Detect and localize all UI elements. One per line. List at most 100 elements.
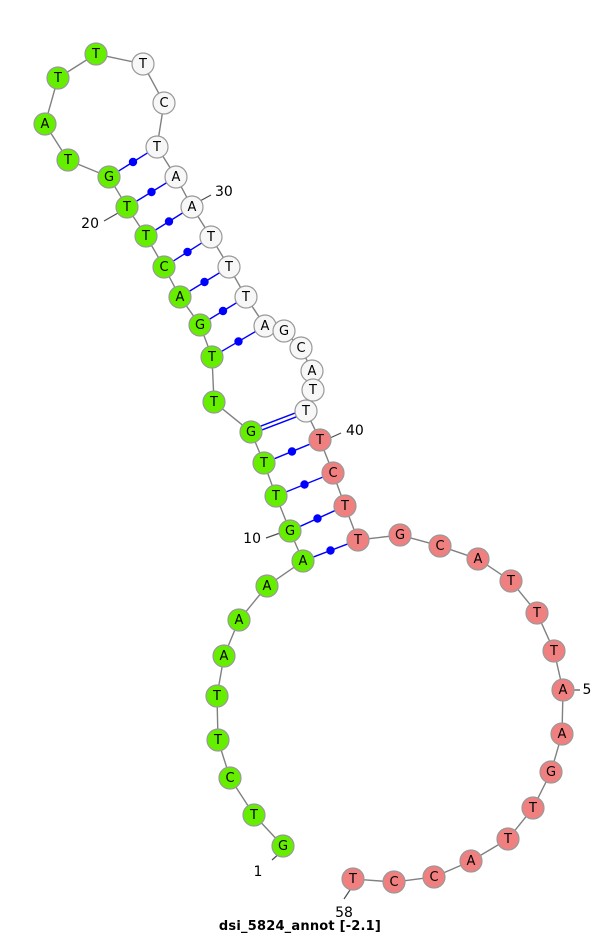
backbone-link — [517, 589, 531, 605]
position-label-58: 58 — [335, 905, 353, 921]
nucleotide-letter: C — [389, 875, 398, 890]
nucleotide-letter: T — [91, 47, 100, 62]
backbone-link — [220, 750, 228, 768]
nucleotide-55-A[interactable] — [459, 849, 483, 873]
backbone-link — [275, 566, 295, 581]
nucleotide-20-T[interactable] — [115, 195, 139, 219]
backbone-link — [185, 305, 195, 317]
base-pair-dot — [326, 546, 335, 555]
nucleotide-47-T[interactable] — [499, 569, 523, 593]
nucleotide-24-T[interactable] — [46, 66, 70, 90]
base-pair-double-line — [260, 412, 296, 427]
nucleotide-letter: T — [213, 733, 222, 748]
backbone-link — [180, 186, 188, 198]
nucleotide-1-G[interactable] — [271, 834, 295, 858]
nucleotide-58-T[interactable] — [341, 867, 365, 891]
position-tick-30 — [199, 194, 212, 202]
nucleotide-31-T[interactable] — [199, 225, 223, 249]
base-pair-dot — [128, 157, 138, 167]
nucleotide-letter: T — [206, 230, 215, 245]
nucleotide-letter: A — [176, 290, 185, 305]
nucleotide-6-A[interactable] — [212, 644, 236, 668]
nucleotide-33-T[interactable] — [234, 285, 258, 309]
nucleotide-10-G[interactable] — [278, 519, 302, 543]
backbone-link — [233, 276, 242, 288]
backbone-link — [310, 420, 316, 431]
nucleotide-8-A[interactable] — [255, 574, 279, 598]
nucleotide-letter: T — [301, 404, 310, 419]
nucleotide-44-G[interactable] — [388, 523, 412, 547]
nucleotide-23-A[interactable] — [33, 112, 57, 136]
nucleotide-48-T[interactable] — [525, 601, 549, 625]
backbone-link — [555, 661, 562, 680]
nucleotide-49-T[interactable] — [542, 639, 566, 663]
nucleotide-26-T[interactable] — [131, 52, 155, 76]
nucleotide-53-T[interactable] — [521, 796, 545, 820]
nucleotide-25-T[interactable] — [84, 42, 108, 66]
backbone-link — [50, 132, 63, 152]
nucleotide-39-T[interactable] — [294, 399, 318, 423]
nucleotide-letter: T — [271, 489, 280, 504]
nucleotide-27-C[interactable] — [152, 91, 176, 115]
nucleotide-50-A[interactable] — [551, 678, 575, 702]
nucleotide-18-C[interactable] — [152, 255, 176, 279]
backbone-link — [486, 564, 503, 576]
backbone-link — [162, 155, 171, 169]
nucleotide-letter: T — [63, 153, 72, 168]
nucleotide-32-T[interactable] — [217, 255, 241, 279]
nucleotide-35-G[interactable] — [272, 319, 296, 343]
nucleotide-13-G[interactable] — [239, 420, 263, 444]
nucleotide-41-C[interactable] — [321, 461, 345, 485]
nucleotide-56-C[interactable] — [422, 865, 446, 889]
backbone-link — [348, 516, 355, 530]
nucleotide-letter: A — [558, 727, 567, 742]
nucleotide-4-T[interactable] — [206, 728, 230, 752]
base-pair-dot — [200, 277, 209, 287]
nucleotide-21-G[interactable] — [97, 165, 121, 189]
position-tick-20 — [103, 212, 119, 222]
nucleotide-52-G[interactable] — [539, 760, 563, 784]
nucleotide-30-A[interactable] — [180, 195, 204, 219]
nucleotide-54-T[interactable] — [496, 827, 520, 851]
nucleotide-16-G[interactable] — [188, 313, 212, 337]
nucleotide-letter: T — [308, 383, 317, 398]
nucleotide-29-A[interactable] — [164, 165, 188, 189]
nucleotide-3-C[interactable] — [218, 766, 242, 790]
backbone-link — [561, 700, 564, 724]
nucleotide-letter: T — [241, 290, 250, 305]
backbone-link — [158, 113, 163, 137]
nucleotide-9-A[interactable] — [291, 549, 315, 573]
position-tick-layer — [103, 194, 580, 900]
nucleotide-43-T[interactable] — [346, 528, 370, 552]
nucleotide-letter: G — [395, 528, 405, 543]
nucleotide-letter: T — [503, 832, 512, 847]
backbone-layer — [47, 55, 564, 882]
nucleotide-42-T[interactable] — [333, 494, 357, 518]
caption-name: dsi_5824_annot — [218, 919, 335, 934]
nucleotide-14-T[interactable] — [202, 390, 226, 414]
nucleotide-45-C[interactable] — [428, 534, 452, 558]
base-pair-dot — [234, 337, 243, 346]
nucleotide-38-T[interactable] — [301, 378, 325, 402]
nucleotide-36-C[interactable] — [289, 336, 313, 360]
nucleotide-57-C[interactable] — [382, 870, 406, 894]
backbone-link — [147, 73, 160, 94]
nucleotide-51-A[interactable] — [550, 722, 574, 746]
backbone-link — [106, 55, 133, 63]
nucleotide-letter: T — [259, 456, 268, 471]
nucleotide-17-A[interactable] — [168, 285, 192, 309]
nucleotide-2-T[interactable] — [242, 803, 266, 827]
nucleotide-11-T[interactable] — [264, 484, 288, 508]
backbone-link — [480, 844, 499, 856]
nucleotide-40-T[interactable] — [308, 428, 332, 452]
nucleotide-7-A[interactable] — [227, 608, 251, 632]
nucleotide-12-T[interactable] — [252, 451, 276, 475]
nucleotide-5-T[interactable] — [205, 684, 229, 708]
nucleotide-22-T[interactable] — [56, 148, 80, 172]
nucleotide-letter: A — [474, 552, 483, 567]
nucleotide-28-T[interactable] — [145, 135, 169, 159]
nucleotide-15-T[interactable] — [200, 345, 224, 369]
nucleotide-46-A[interactable] — [466, 547, 490, 571]
nucleotide-19-T[interactable] — [134, 224, 158, 248]
backbone-link — [197, 215, 206, 229]
